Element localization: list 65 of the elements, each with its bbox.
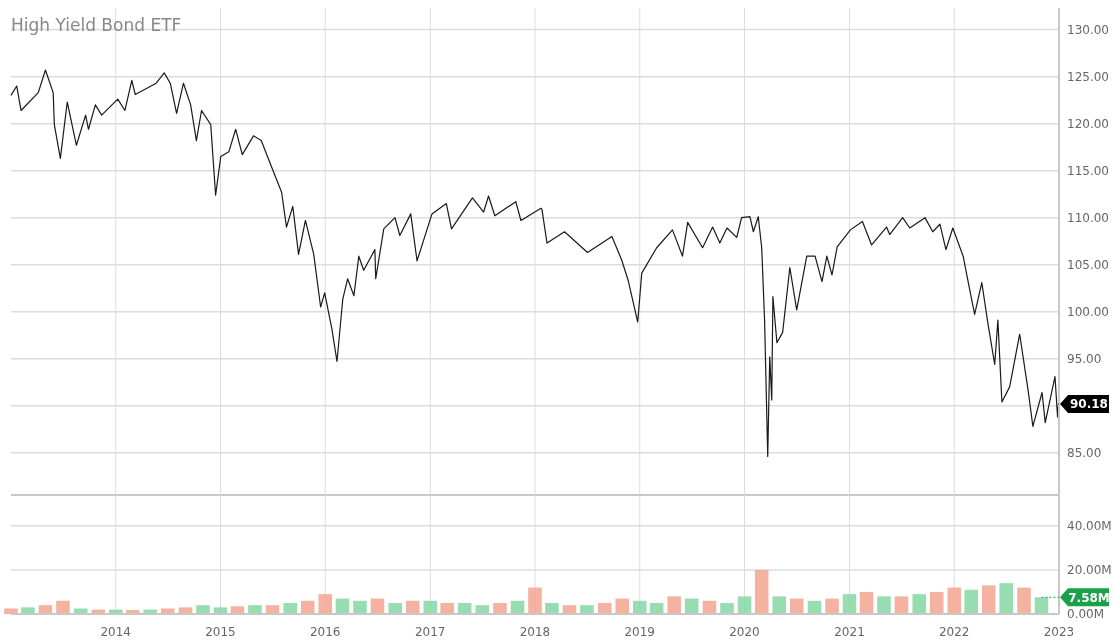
bar (720, 602, 734, 614)
y-tick-label: 115.00 (1067, 163, 1109, 178)
x-tick-label: 2019 (624, 625, 656, 639)
bar (388, 602, 403, 614)
bar (912, 594, 927, 614)
bar (440, 602, 454, 614)
bar (283, 602, 297, 614)
annotation: 90.18 (1070, 397, 1108, 412)
bar (615, 598, 630, 614)
y-tick-label: 40.00M (1067, 518, 1112, 533)
x-tick-label: 2018 (519, 625, 551, 639)
bar (545, 602, 559, 614)
bar (1017, 587, 1031, 614)
bar (56, 600, 70, 614)
y-tick-label: 100.00 (1067, 304, 1109, 319)
bar (1034, 597, 1049, 614)
bar (632, 600, 647, 614)
bar (877, 596, 891, 614)
x-tick-label: 2017 (414, 625, 446, 639)
bar (981, 585, 996, 614)
text: High Yield Bond ETF (11, 15, 182, 35)
x-tick-label: 2020 (729, 625, 760, 639)
line-series (10, 69, 1060, 458)
y-tick-label: 85.00 (1067, 445, 1102, 460)
bar (597, 602, 612, 614)
annotation: 7.58M (1068, 590, 1110, 605)
bar (405, 600, 420, 614)
y-tick-label: 125.00 (1067, 69, 1109, 84)
bar (580, 605, 594, 614)
bar (318, 594, 332, 614)
x-tick-label: 2023 (1043, 625, 1075, 639)
bar (772, 596, 786, 614)
bar (894, 596, 909, 614)
bar (493, 602, 507, 614)
x-tick-label: 2015 (205, 625, 236, 639)
y-tick-label: 0.00M (1067, 607, 1105, 621)
bar (947, 587, 962, 614)
bar (964, 589, 978, 614)
y-tick-label: 120.00 (1067, 116, 1109, 131)
bar (737, 596, 752, 614)
bar (859, 591, 874, 614)
x-tick-label: 2016 (309, 625, 341, 639)
x-tick-label: 2014 (100, 625, 132, 639)
bar (754, 569, 769, 614)
bar (353, 600, 367, 614)
bar (999, 583, 1013, 614)
bar (196, 605, 210, 614)
y-tick-label: 110.00 (1067, 210, 1109, 225)
y-tick-label: 95.00 (1067, 351, 1102, 366)
y-tick-label: 130.00 (1067, 22, 1109, 37)
bar (528, 587, 542, 614)
bar (842, 594, 857, 614)
bar (929, 591, 944, 614)
bar (73, 608, 88, 614)
bar (423, 600, 438, 614)
y-tick-label: 105.00 (1067, 257, 1109, 272)
bar (825, 598, 839, 614)
bar (475, 605, 489, 614)
y-tick-label: 20.00M (1067, 562, 1112, 577)
x-tick-label: 2021 (834, 625, 865, 639)
bar (21, 607, 35, 614)
bar (4, 608, 18, 614)
x-tick-label: 2022 (938, 625, 970, 639)
bar (248, 605, 262, 614)
bar (667, 596, 681, 614)
